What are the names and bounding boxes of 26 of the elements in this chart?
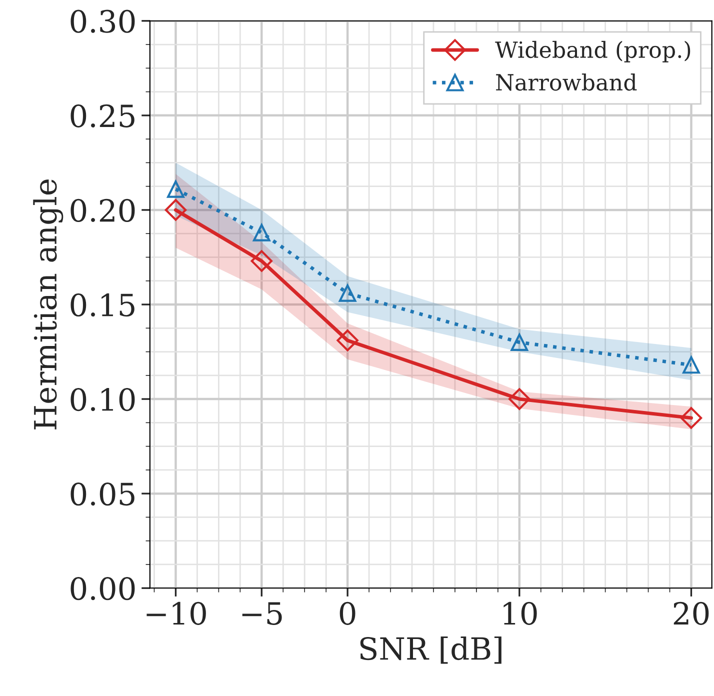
y-tick-label: 0.30	[70, 10, 135, 33]
x-tick-label: −10	[146, 602, 206, 625]
x-tick-label: 20	[674, 602, 709, 625]
point	[250, 250, 272, 272]
point	[510, 334, 528, 351]
y-tick-label: 0.10	[70, 388, 135, 412]
y-tick-label: 0.15	[70, 293, 134, 317]
point	[167, 180, 184, 198]
point	[680, 407, 702, 429]
y-tick-label: 0.25	[70, 104, 134, 128]
y-tick-label: 0.05	[70, 482, 134, 506]
legend-label: Narrowband	[496, 74, 637, 91]
x-tick-label: 10	[504, 602, 537, 625]
x-tick-label: −5	[242, 602, 282, 625]
x-tick-label: 0	[340, 602, 356, 625]
y-tick-label: 0.20	[70, 198, 135, 222]
point	[252, 224, 270, 242]
point	[338, 284, 356, 302]
point	[682, 356, 700, 374]
legend-label: Wideband (prop.)	[495, 40, 690, 62]
point	[164, 199, 187, 221]
y-tick-label: 0.00	[70, 577, 135, 600]
y-axis-title: Hermitian angle	[33, 180, 64, 430]
point	[336, 330, 358, 352]
x-axis-title: SNR [dB]	[360, 636, 502, 664]
point	[508, 388, 530, 410]
